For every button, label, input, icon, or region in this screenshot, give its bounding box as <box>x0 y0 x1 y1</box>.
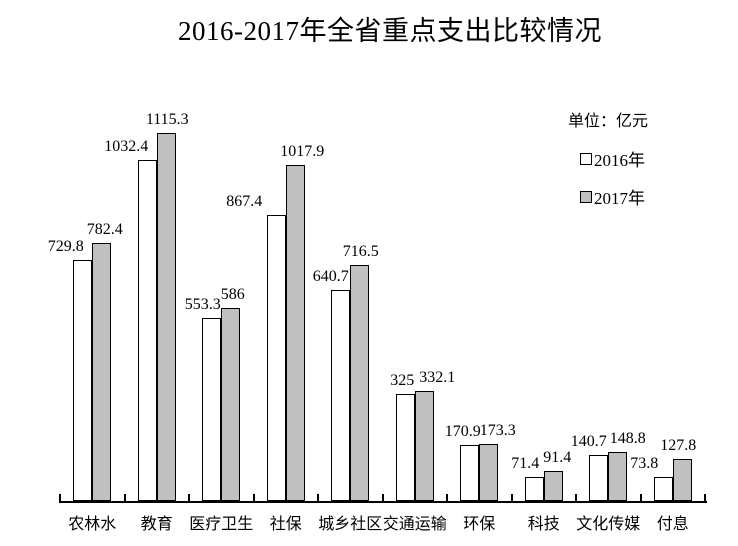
bar-2016年-交通运输 <box>395 393 415 501</box>
x-axis-line <box>59 501 707 503</box>
legend-item-2017: 2017年 <box>580 184 645 209</box>
value-label: 73.8 <box>630 454 659 472</box>
bar-2017年-环保 <box>479 443 499 501</box>
category-label: 环保 <box>463 516 496 533</box>
x-axis-tick <box>446 494 448 502</box>
value-label: 170.9 <box>444 422 481 440</box>
value-label: 782.4 <box>86 220 123 238</box>
legend-item-2016: 2016年 <box>580 146 645 171</box>
bar-2017年-医疗卫生 <box>221 307 241 501</box>
bar-2016年-付息 <box>653 476 673 501</box>
x-axis-tick <box>510 494 513 502</box>
unit-label: 单位：亿元 <box>568 113 649 130</box>
x-axis-tick <box>704 494 706 502</box>
x-axis-tick <box>188 494 190 502</box>
category-label: 付息 <box>656 516 689 533</box>
x-axis-tick <box>317 494 319 502</box>
value-label: 729.8 <box>47 238 84 256</box>
bar-2016年-医疗卫生 <box>202 318 222 501</box>
chart-title: 2016-2017年全省重点支出比较情况 <box>178 16 602 46</box>
category-label: 医疗卫生 <box>189 516 254 533</box>
bar-2017年-文化传媒 <box>608 451 628 501</box>
legend-label-2017: 2017年 <box>594 189 645 208</box>
bar-2016年-农林水 <box>73 260 93 501</box>
value-label: 1115.3 <box>145 110 189 128</box>
value-label: 867.4 <box>226 192 263 210</box>
bar-2016年-城乡社区 <box>331 289 351 501</box>
bar-2017年-科技 <box>543 470 563 501</box>
x-axis-tick <box>575 494 577 502</box>
value-label: 91.4 <box>543 448 572 466</box>
value-label: 640.7 <box>312 267 349 285</box>
bar-2017年-交通运输 <box>414 391 434 501</box>
value-label: 1032.4 <box>104 138 149 156</box>
value-label: 586 <box>220 285 245 303</box>
bar-2016年-科技 <box>524 477 544 501</box>
value-label: 553.3 <box>184 296 221 314</box>
value-label: 127.8 <box>660 436 697 454</box>
category-label: 科技 <box>527 516 560 533</box>
category-label: 社保 <box>269 516 302 533</box>
bar-2017年-教育 <box>156 132 176 501</box>
bar-2016年-环保 <box>460 444 480 501</box>
category-label: 农林水 <box>68 516 117 533</box>
x-axis-tick <box>639 494 642 502</box>
bar-2016年-社保 <box>266 214 286 501</box>
value-label: 140.7 <box>570 432 607 450</box>
bar-2016年-文化传媒 <box>589 454 609 501</box>
legend-label-2016: 2016年 <box>594 151 645 170</box>
category-label: 教育 <box>140 516 173 533</box>
category-label: 交通运输 <box>382 516 447 533</box>
x-axis-tick <box>123 494 126 502</box>
x-axis-tick <box>59 494 61 502</box>
bar-2017年-社保 <box>285 165 305 501</box>
x-axis-tick <box>381 494 384 502</box>
value-label: 325 <box>390 371 415 389</box>
value-label: 71.4 <box>511 455 540 473</box>
bar-2016年-教育 <box>137 160 157 501</box>
value-label: 716.5 <box>342 242 379 260</box>
value-label: 173.3 <box>479 421 516 439</box>
value-label: 1017.9 <box>280 143 325 161</box>
category-label: 文化传媒 <box>576 516 641 533</box>
legend-swatch-2016-icon <box>580 152 592 165</box>
bar-2017年-城乡社区 <box>350 264 370 501</box>
x-axis-tick <box>252 494 255 502</box>
value-label: 148.8 <box>609 429 646 447</box>
category-label: 城乡社区 <box>318 516 383 533</box>
legend-swatch-2017-icon <box>580 190 592 203</box>
bar-2017年-农林水 <box>92 242 112 501</box>
value-label: 332.1 <box>419 369 456 387</box>
bar-2017年-付息 <box>672 458 692 501</box>
